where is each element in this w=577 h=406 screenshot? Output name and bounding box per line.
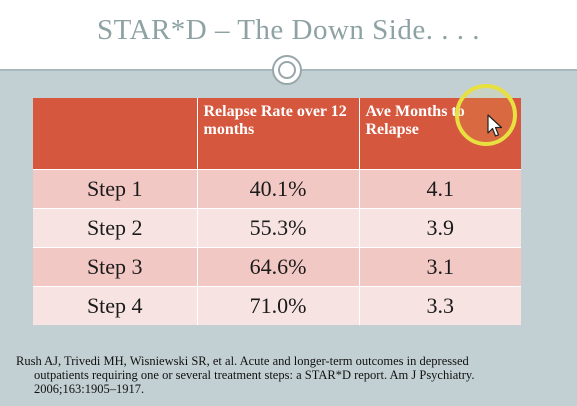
step-label: Step 3 xyxy=(33,247,198,287)
table-row: Step 3 64.6% 3.1 xyxy=(33,247,521,287)
table-row: Step 4 71.0% 3.3 xyxy=(33,286,521,325)
months-cell: 3.3 xyxy=(359,286,521,325)
relapse-rate-cell: 40.1% xyxy=(197,169,360,209)
slide-title: STAR*D – The Down Side. . . . xyxy=(96,14,480,46)
months-cell: 3.9 xyxy=(359,208,521,248)
table-row: Step 2 55.3% 3.9 xyxy=(33,208,521,248)
relapse-rate-cell: 64.6% xyxy=(197,247,360,287)
months-cell: 4.1 xyxy=(359,169,521,209)
relapse-table: Relapse Rate over 12 months Ave Months t… xyxy=(33,98,521,325)
table-row: Step 1 40.1% 4.1 xyxy=(33,169,521,209)
step-label: Step 4 xyxy=(33,286,198,325)
step-label: Step 1 xyxy=(33,169,198,209)
citation-line: 2006;163:1905–1917. xyxy=(34,382,145,396)
cursor-highlight-ring xyxy=(455,84,517,146)
citation: Rush AJ, Trivedi MH, Wisniewski SR, et a… xyxy=(16,354,561,396)
citation-line: outpatients requiring one or several tre… xyxy=(34,368,475,382)
months-cell: 3.1 xyxy=(359,247,521,287)
citation-line: Rush AJ, Trivedi MH, Wisniewski SR, et a… xyxy=(16,354,469,368)
header-cell-empty xyxy=(33,98,198,170)
relapse-rate-cell: 71.0% xyxy=(197,286,360,325)
mouse-pointer-icon xyxy=(487,114,503,137)
table-header-row: Relapse Rate over 12 months Ave Months t… xyxy=(33,98,521,170)
relapse-rate-cell: 55.3% xyxy=(197,208,360,248)
header-cell-relapse-rate: Relapse Rate over 12 months xyxy=(197,98,360,170)
circle-ornament-icon xyxy=(272,55,302,85)
step-label: Step 2 xyxy=(33,208,198,248)
